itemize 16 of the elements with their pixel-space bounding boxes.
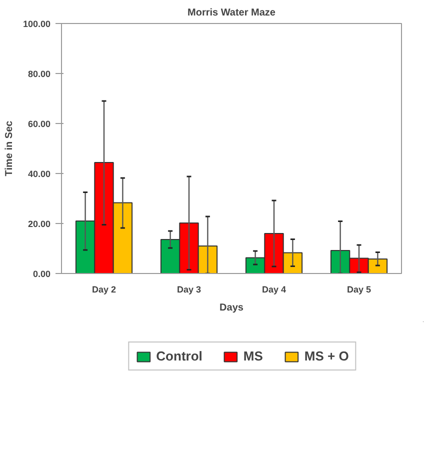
y-tick-label: 100.00 <box>22 19 51 29</box>
legend-label: MS + O <box>304 348 349 364</box>
x-tick-label: Day 2 <box>92 284 116 294</box>
x-tick-label: Day 3 <box>176 284 202 294</box>
y-tick-label: 80.00 <box>28 69 51 79</box>
y-axis-title: Time in Sec <box>4 120 15 176</box>
legend-label: Control <box>156 348 202 364</box>
y-tick-label: 0.00 <box>32 269 51 279</box>
legend-label: MS <box>243 348 264 364</box>
x-tick-label: Day 4 <box>262 284 286 294</box>
chart-title: Morris Water Maze <box>188 8 276 18</box>
y-tick-label: 60.00 <box>28 119 51 129</box>
x-tick-label: Day 5 <box>346 284 372 294</box>
y-tick-label: 40.00 <box>28 169 51 179</box>
x-axis-title: Days <box>220 302 244 314</box>
y-tick-label: 20.00 <box>28 219 51 229</box>
